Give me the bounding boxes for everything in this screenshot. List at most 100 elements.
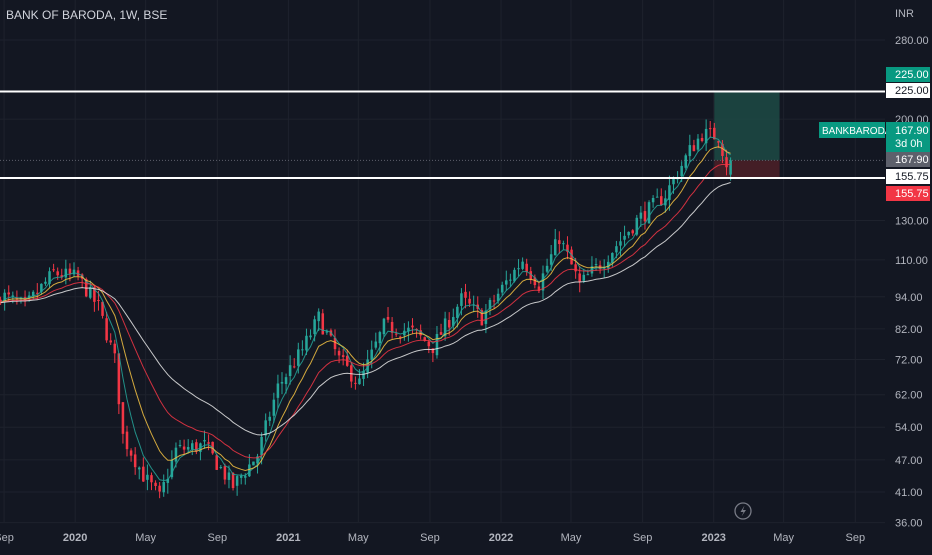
- candle-body: [688, 145, 692, 157]
- candle-body: [121, 402, 125, 434]
- candle-body: [235, 476, 239, 486]
- candle-body: [423, 337, 426, 341]
- grid: [0, 0, 885, 524]
- candle-body: [394, 333, 398, 335]
- candle-body: [292, 366, 296, 368]
- y-tick-label: 54.00: [895, 422, 923, 434]
- target-price-badge: [886, 67, 930, 82]
- candle-body: [692, 145, 696, 152]
- candle-body: [248, 464, 251, 477]
- candle-body: [541, 273, 545, 291]
- candle-body: [545, 265, 549, 272]
- candle-body: [570, 249, 573, 265]
- x-tick-label: 2020: [63, 532, 87, 544]
- candle-body: [337, 350, 341, 356]
- candle-body: [48, 271, 51, 284]
- candle-body: [606, 261, 610, 269]
- candle-body: [443, 318, 447, 337]
- ema-mid-line: [0, 146, 731, 472]
- price-axis[interactable]: INR 280.00200.00130.00110.0094.0082.0072…: [895, 8, 929, 530]
- candle-body: [158, 485, 161, 492]
- candle-body: [419, 330, 422, 336]
- candle-body: [721, 143, 724, 156]
- candle-body: [341, 355, 345, 357]
- candle-body: [31, 291, 35, 297]
- stop-price-badge: [886, 186, 930, 201]
- candle-body: [358, 378, 361, 385]
- ema-slow-line: [0, 163, 731, 459]
- candle-body: [562, 243, 565, 245]
- candle-body: [619, 241, 622, 246]
- candle-body: [594, 264, 598, 266]
- candle-body: [36, 292, 39, 294]
- candle-body: [280, 382, 284, 384]
- x-tick-label: Sep: [0, 532, 14, 544]
- candle-body: [93, 286, 96, 302]
- moving-averages: [0, 136, 731, 482]
- candle-body: [40, 283, 43, 292]
- candle-body: [191, 443, 194, 450]
- candle-body: [325, 331, 329, 333]
- candle-body: [366, 359, 369, 373]
- chart-title: BANK OF BARODA, 1W, BSE: [6, 8, 168, 22]
- target-price-label: 225.00: [895, 69, 929, 81]
- candle-body: [480, 310, 484, 326]
- candle-body: [89, 287, 92, 298]
- candle-body: [72, 269, 76, 275]
- candle-body: [7, 292, 11, 295]
- candle-body: [27, 295, 31, 299]
- x-tick-label: May: [348, 532, 369, 544]
- y-tick-label: 36.00: [895, 518, 923, 530]
- x-tick-label: May: [773, 532, 794, 544]
- candle-body: [313, 319, 316, 335]
- candle-body: [0, 299, 2, 303]
- candle-body: [611, 253, 614, 263]
- candle-body: [704, 128, 708, 144]
- candle-body: [309, 335, 312, 338]
- candle-body: [305, 335, 308, 351]
- time-axis[interactable]: Sep 2020 May Sep 2021 May Sep 2022 May Sep 2023 May…: [0, 532, 865, 544]
- y-tick-label: 94.00: [895, 292, 923, 304]
- candle-body: [484, 310, 488, 324]
- candle-body: [627, 231, 630, 236]
- candle-body: [113, 343, 117, 354]
- candle-body: [680, 165, 683, 177]
- candle-body: [244, 476, 247, 478]
- candle-body: [529, 271, 533, 280]
- candle-body: [154, 482, 157, 486]
- candle-body: [729, 160, 732, 175]
- candle-body: [390, 321, 394, 333]
- candle-body: [639, 212, 643, 219]
- candle-body: [252, 461, 255, 466]
- candle-body: [182, 446, 186, 450]
- candle-body: [615, 246, 618, 253]
- candle-body: [125, 431, 129, 450]
- candle-body: [386, 316, 390, 320]
- candle-body: [521, 261, 524, 269]
- position-zones: [0, 91, 885, 178]
- candle-body: [68, 268, 72, 274]
- candle-body: [11, 295, 15, 297]
- candle-body: [370, 349, 373, 360]
- candle-body: [631, 230, 634, 234]
- candle-body: [260, 436, 263, 456]
- candle-body: [566, 244, 569, 252]
- stop-line-label: 155.75: [895, 171, 929, 183]
- candle-body: [146, 474, 149, 480]
- candle-body: [398, 336, 402, 338]
- candle-body: [378, 332, 382, 344]
- candle-body: [537, 286, 541, 291]
- candle-body: [170, 459, 174, 478]
- candle-body: [60, 275, 64, 278]
- candle-body: [231, 472, 235, 489]
- candle-body: [623, 235, 626, 240]
- candle-body: [56, 271, 59, 276]
- lightning-icon[interactable]: [734, 502, 752, 520]
- candle-body: [97, 300, 100, 302]
- candle-body: [186, 447, 190, 450]
- candle-body: [586, 274, 590, 276]
- x-tick-label: Sep: [633, 532, 653, 544]
- candle-body: [297, 349, 300, 366]
- horizontal-lines[interactable]: [0, 90, 885, 179]
